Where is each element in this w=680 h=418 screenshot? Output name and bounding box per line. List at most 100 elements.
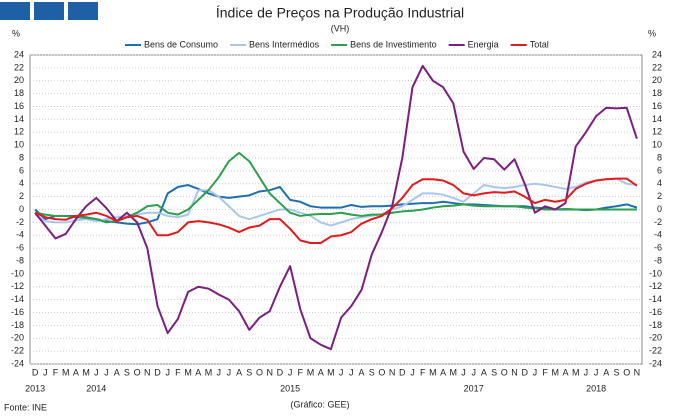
x-tick-label: N: [266, 367, 273, 377]
y-tick-label: -10: [649, 268, 662, 278]
y-tick-label: -22: [649, 346, 662, 356]
x-tick-label: M: [82, 367, 90, 377]
year-label: 2013: [25, 383, 45, 393]
x-tick-label: O: [256, 367, 263, 377]
y-tick-label: -4: [16, 230, 24, 240]
y-tick-label: 6: [19, 165, 24, 175]
chart-title: Índice de Preços na Produção Industrial: [216, 5, 464, 21]
y-tick-label: 6: [657, 165, 662, 175]
legend-label: Bens de Investimento: [350, 39, 437, 49]
x-tick-label: J: [227, 367, 232, 377]
x-tick-label: A: [358, 367, 364, 377]
x-tick-label: D: [277, 367, 284, 377]
x-tick-label: O: [378, 367, 385, 377]
y-tick-label: -20: [11, 333, 24, 343]
x-tick-label: D: [32, 367, 39, 377]
x-tick-label: F: [420, 367, 426, 377]
y-tick-label: 16: [14, 101, 24, 111]
logo-block: [68, 2, 98, 20]
y-tick-label: -24: [11, 358, 24, 368]
x-tick-label: O: [501, 367, 508, 377]
x-tick-label: J: [339, 367, 344, 377]
y-tick-label: 0: [657, 204, 662, 214]
x-tick-label: M: [572, 367, 580, 377]
x-tick-label: J: [349, 367, 354, 377]
x-tick-label: F: [53, 367, 59, 377]
y-tick-label: 14: [652, 114, 662, 124]
x-tick-label: A: [440, 367, 446, 377]
y-tick-label: 16: [652, 101, 662, 111]
y-tick-label: -8: [16, 255, 24, 265]
y-tick-label: 20: [652, 75, 662, 85]
x-tick-label: J: [533, 367, 538, 377]
y-tick-label: 18: [14, 88, 24, 98]
y-tick-label: -2: [16, 217, 24, 227]
year-label: 2017: [464, 383, 484, 393]
x-tick-label: N: [144, 367, 151, 377]
y-tick-label: -6: [654, 243, 662, 253]
y-tick-label: 14: [14, 114, 24, 124]
year-label: 2018: [586, 383, 606, 393]
x-tick-label: A: [481, 367, 487, 377]
x-tick-label: S: [246, 367, 252, 377]
series-line: [34, 177, 638, 227]
x-tick-label: S: [613, 367, 619, 377]
series-line: [34, 177, 638, 244]
x-tick-label: S: [124, 367, 130, 377]
subtitle: (VH): [331, 23, 350, 33]
year-label: 2014: [86, 383, 106, 393]
x-tick-label: S: [491, 367, 497, 377]
x-tick-label: J: [594, 367, 599, 377]
y-tick-label: -16: [649, 307, 662, 317]
y-tick-label: -24: [649, 358, 662, 368]
y-tick-label: -4: [654, 230, 662, 240]
y-tick-label: -2: [654, 217, 662, 227]
x-tick-label: F: [175, 367, 181, 377]
y-tick-label: -16: [11, 307, 24, 317]
x-tick-label: F: [542, 367, 548, 377]
x-tick-label: J: [104, 367, 109, 377]
x-tick-label: S: [369, 367, 375, 377]
y-tick-label: -14: [649, 294, 662, 304]
y-tick-label: 2: [657, 191, 662, 201]
x-tick-label: F: [298, 367, 304, 377]
y-tick-label: 18: [652, 88, 662, 98]
y-tick-label: -18: [11, 320, 24, 330]
legend-label: Bens Intermédios: [249, 39, 320, 49]
y-tick-label: -10: [11, 268, 24, 278]
x-tick-label: J: [94, 367, 99, 377]
x-tick-label: J: [410, 367, 415, 377]
y-tick-label: 24: [14, 49, 24, 59]
x-tick-label: A: [236, 367, 242, 377]
y-tick-label: 4: [19, 178, 24, 188]
y-tick-label: 10: [652, 140, 662, 150]
x-tick-label: D: [521, 367, 528, 377]
logo-block: [34, 2, 64, 20]
x-tick-label: A: [73, 367, 79, 377]
y-tick-label: -6: [16, 243, 24, 253]
y-tick-label: -14: [11, 294, 24, 304]
y-tick-label: 8: [657, 152, 662, 162]
y-tick-label: 2: [19, 191, 24, 201]
source: Fonte: INE: [4, 402, 47, 412]
y-tick-label: -8: [654, 255, 662, 265]
y-tick-label: -22: [11, 346, 24, 356]
y-tick-label: 20: [14, 75, 24, 85]
y-unit: %: [12, 28, 20, 38]
y-tick-label: 22: [14, 62, 24, 72]
x-tick-label: J: [584, 367, 589, 377]
x-tick-label: M: [205, 367, 213, 377]
x-tick-label: J: [461, 367, 466, 377]
x-tick-label: M: [62, 367, 70, 377]
x-tick-label: M: [429, 367, 437, 377]
legend-label: Bens de Consumo: [144, 39, 218, 49]
x-tick-label: N: [389, 367, 396, 377]
credit: (Gráfico: GEE): [290, 399, 349, 409]
year-label: 2015: [280, 383, 300, 393]
x-tick-label: J: [43, 367, 48, 377]
x-tick-label: M: [552, 367, 560, 377]
x-tick-label: J: [288, 367, 293, 377]
y-tick-label: -18: [649, 320, 662, 330]
legend-label: Energia: [468, 39, 499, 49]
